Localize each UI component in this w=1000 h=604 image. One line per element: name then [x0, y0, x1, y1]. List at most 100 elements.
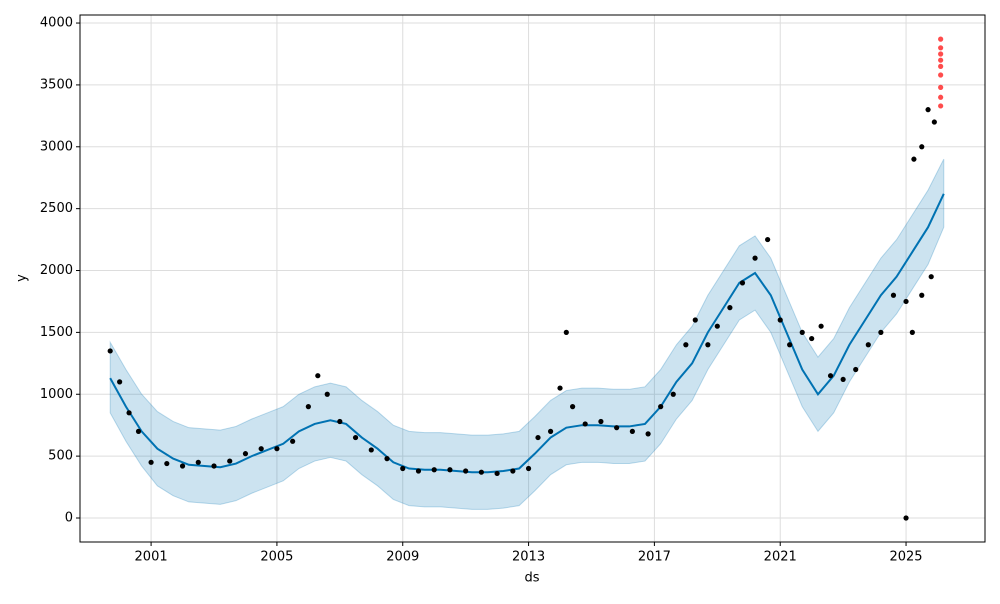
data-point	[557, 385, 563, 391]
data-point	[865, 342, 871, 348]
data-point	[315, 373, 321, 379]
data-point	[853, 366, 859, 373]
data-point	[705, 342, 711, 348]
x-tick-label: 2009	[386, 550, 419, 565]
data-point	[727, 305, 733, 311]
y-axis-label: y	[15, 274, 30, 282]
data-point	[938, 84, 944, 90]
data-point	[415, 468, 422, 474]
y-tick-label: 1500	[40, 325, 73, 340]
data-point	[614, 425, 620, 431]
data-point	[739, 280, 746, 286]
data-point	[840, 376, 846, 383]
data-point	[126, 410, 132, 416]
forecast-line	[109, 193, 945, 474]
data-point	[670, 391, 676, 397]
data-point	[765, 236, 771, 243]
x-tick-label: 2005	[260, 550, 293, 565]
y-tick-label: 1000	[40, 387, 73, 402]
data-point	[752, 255, 758, 261]
data-point	[925, 107, 931, 113]
x-axis-label: ds	[524, 571, 539, 586]
data-point	[431, 467, 437, 473]
data-point	[827, 373, 834, 379]
data-point	[714, 323, 720, 329]
data-point	[274, 446, 280, 452]
data-point	[911, 156, 917, 162]
data-point	[903, 515, 909, 521]
data-point	[598, 418, 604, 425]
data-point	[629, 428, 635, 434]
data-point	[809, 335, 815, 342]
data-point	[928, 274, 934, 280]
data-point	[787, 342, 793, 348]
x-tick-label: 2021	[764, 550, 797, 565]
data-point	[938, 57, 944, 63]
data-point	[890, 292, 897, 298]
data-point	[582, 421, 588, 427]
y-tick-label: 2500	[40, 201, 73, 216]
data-point	[494, 470, 500, 477]
data-point	[525, 465, 532, 472]
data-point	[242, 451, 249, 457]
data-point	[919, 292, 925, 298]
x-tick-label: 2017	[638, 550, 671, 565]
data-point	[570, 404, 576, 410]
y-tick-label: 2000	[40, 263, 73, 278]
data-point	[179, 463, 186, 469]
data-point	[135, 428, 142, 434]
data-point	[547, 428, 554, 434]
data-point	[658, 404, 664, 410]
data-point	[799, 329, 805, 335]
data-point	[352, 434, 359, 441]
data-point	[400, 465, 406, 472]
data-point	[164, 460, 170, 467]
x-tick-label: 2001	[135, 550, 168, 565]
data-point	[818, 323, 824, 329]
data-point	[645, 431, 651, 437]
data-point	[938, 36, 944, 42]
data-point	[195, 459, 201, 465]
data-point	[117, 379, 123, 385]
data-point	[290, 438, 296, 444]
y-tick-label: 3500	[40, 77, 73, 92]
data-point	[938, 72, 944, 78]
data-point	[107, 348, 113, 354]
data-point	[258, 446, 264, 452]
data-point	[447, 467, 453, 473]
data-point	[683, 342, 689, 348]
data-point	[938, 51, 944, 57]
data-point	[227, 458, 233, 464]
y-tick-label: 0	[65, 510, 73, 525]
y-tick-label: 4000	[40, 16, 73, 31]
data-point	[903, 298, 909, 305]
data-point	[510, 468, 516, 474]
data-point	[931, 119, 937, 125]
data-point	[305, 404, 311, 410]
x-tick-label: 2013	[512, 550, 545, 565]
data-point	[535, 434, 541, 441]
y-tick-label: 3000	[40, 139, 73, 154]
data-point	[909, 329, 915, 335]
data-point	[919, 144, 925, 150]
data-point	[337, 418, 343, 425]
data-point	[384, 456, 390, 462]
data-point	[324, 391, 330, 397]
data-point	[368, 447, 374, 453]
data-point	[938, 45, 944, 51]
y-tick-label: 500	[48, 449, 73, 464]
data-point	[938, 63, 944, 69]
data-point	[777, 317, 783, 323]
data-point	[148, 459, 154, 465]
data-point	[563, 329, 569, 335]
data-point	[211, 463, 217, 469]
data-point	[938, 103, 944, 109]
data-point	[878, 329, 884, 335]
data-point	[938, 94, 944, 100]
data-point	[692, 317, 698, 323]
data-point	[463, 468, 469, 474]
x-tick-label: 2025	[889, 550, 922, 565]
plot-frame	[79, 14, 986, 543]
